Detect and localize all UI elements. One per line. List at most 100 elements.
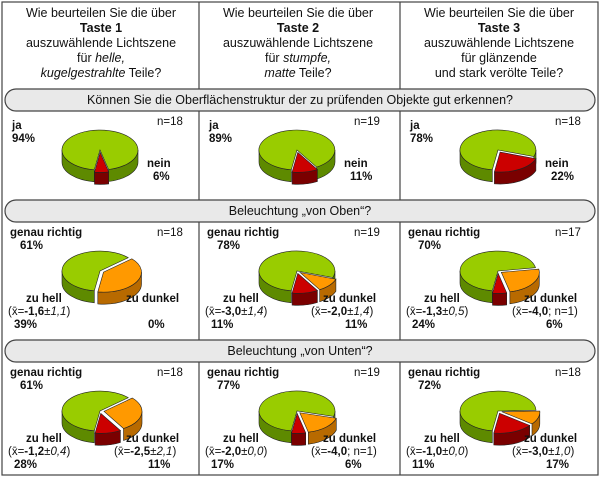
slice-percent: 61% [20,240,44,252]
question-band-2 [4,339,596,363]
slice-percent: 6% [546,319,563,331]
label-zu-dunkel: zu dunkel (x̄=-2,0±1,4) 11% [311,293,377,331]
label-nein: nein 6% [147,158,171,184]
header-line: Teile? [125,66,162,80]
slice-percent: 6% [153,171,170,183]
header-line: auszuwählende Lichtszene [222,36,374,50]
question-3: Beleuchtung „von Unten“? [227,344,373,358]
mean-value: -1,2 [24,446,45,458]
pie-slice-zu-hell [500,268,540,293]
label-zu-hell: zu hell (x̄=-1,2±0,4) 28% [8,433,71,471]
slice-percent: 77% [217,380,241,392]
slice-percent: 11% [412,459,435,471]
extra-value: n=1 [353,446,374,458]
slice-name: zu hell [223,293,259,305]
slice-name: ja [209,120,219,132]
label-nein: nein 11% [344,158,372,184]
question-1: Können Sie die Oberflächenstruktur der z… [87,93,513,107]
slice-name: genau richtig [408,227,481,239]
sample-size-label: n=17 [555,227,581,239]
header-surface-word: helle, [95,51,125,65]
pie-slice-ja [258,129,336,171]
question-band-1 [4,199,596,223]
sd-value: 0,0 [448,446,465,458]
pie-chart-6 [459,250,540,306]
pie-slice-nein [291,151,318,173]
mean-value: -2,0 [327,306,348,318]
pie-chart-1 [61,129,139,185]
header-surface-word: kugelgestrahlte [40,66,126,80]
mean-value: -3,0 [221,306,242,318]
pie-chart-9 [459,390,541,446]
header-surface-word: matte [264,66,296,80]
slice-percent: 11% [148,459,171,471]
sd-value: 1,4 [247,306,264,318]
header-line: für [77,51,96,65]
sample-size-label: n=19 [354,116,380,128]
slice-name: zu hell [26,293,62,305]
pie-slice-ja [61,129,139,171]
header-title: Taste 2 [276,21,320,35]
label-zu-hell: zu hell (x̄=-1,3±0,5) 24% [406,293,469,331]
mean-value: -3,0 [528,446,549,458]
slice-name: zu dunkel [524,433,578,445]
label-zu-dunkel: zu dunkel (x̄=-2,5±2,1) 11% [114,433,180,471]
label-zu-dunkel: zu dunkel 0% [114,293,179,332]
sample-size-label: n=18 [157,367,183,379]
pie-chart-7 [61,390,143,446]
column-header-1: Wie beurteilen Sie die über Taste 1 auszuw… [3,6,199,81]
slice-name: genau richtig [207,227,280,239]
slice-percent: 17% [546,459,570,471]
slice-percent: 61% [20,380,44,392]
pie-chart-3 [459,129,537,185]
slice-name: zu hell [26,433,62,445]
slice-name: zu dunkel [323,293,377,305]
pie-slice-genau-richtig [459,250,536,292]
pie-slice-zu-dunkel [492,272,508,294]
pie-slice-zu-hell [103,397,143,429]
header-line: Teile? [295,66,332,80]
slice-name: zu dunkel [126,433,180,445]
label-ja: ja 94% [12,120,35,146]
pie-chart-2 [258,129,336,185]
slice-name: nein [545,158,569,170]
label-zu-dunkel: zu dunkel (x̄=-4,0; n=1) 6% [512,293,578,331]
sample-size-label: n=18 [157,116,183,128]
label-zu-hell: zu hell (x̄=-1,6±1,1) 39% [8,293,71,331]
label-genau-richtig: genau richtig 78% [207,227,279,253]
slice-percent: 6% [345,459,362,471]
column-header-2: Wie beurteilen Sie die über Taste 2 auszuw… [200,6,396,81]
mean-value: -2,0 [221,446,242,458]
header-line: auszuwählende Lichtszene [423,36,575,50]
slice-percent: 94% [12,133,36,145]
slice-name: zu hell [223,433,259,445]
slice-percent: 78% [410,133,434,145]
header-surface-word: stumpfe, [283,51,331,65]
slice-name: zu dunkel [524,293,578,305]
mean-value: -1,0 [422,446,443,458]
sample-size-label: n=18 [555,116,581,128]
pie-slice-genau-richtig [61,390,129,432]
pie-slice-zu-dunkel [94,412,121,434]
header-title: Taste 1 [79,21,123,35]
sd-value: 1,4 [353,306,370,318]
pie-slice-side-zu-dunkel [492,292,507,306]
pie-slice-zu-dunkel [291,272,318,294]
slice-name: ja [12,120,22,132]
slice-percent: 0% [148,319,165,331]
extra-value: n=1 [554,306,575,318]
slice-percent: 78% [217,240,241,252]
header-intro: Wie beurteilen Sie die über [25,6,177,20]
header-intro: Wie beurteilen Sie die über [222,6,374,20]
pie-slice-ja [459,129,537,171]
sd-value: 1,1 [50,306,67,318]
header-intro: Wie beurteilen Sie die über [423,6,575,20]
label-nein: nein 22% [545,158,574,184]
sd-value: 1,0 [554,446,571,458]
label-zu-hell: zu hell (x̄=-1,0±0,0) 11% [406,433,469,471]
sd-value: 0,4 [50,446,67,458]
label-genau-richtig: genau richtig 77% [207,367,279,393]
header-line: auszuwählende Lichtszene [25,36,177,50]
